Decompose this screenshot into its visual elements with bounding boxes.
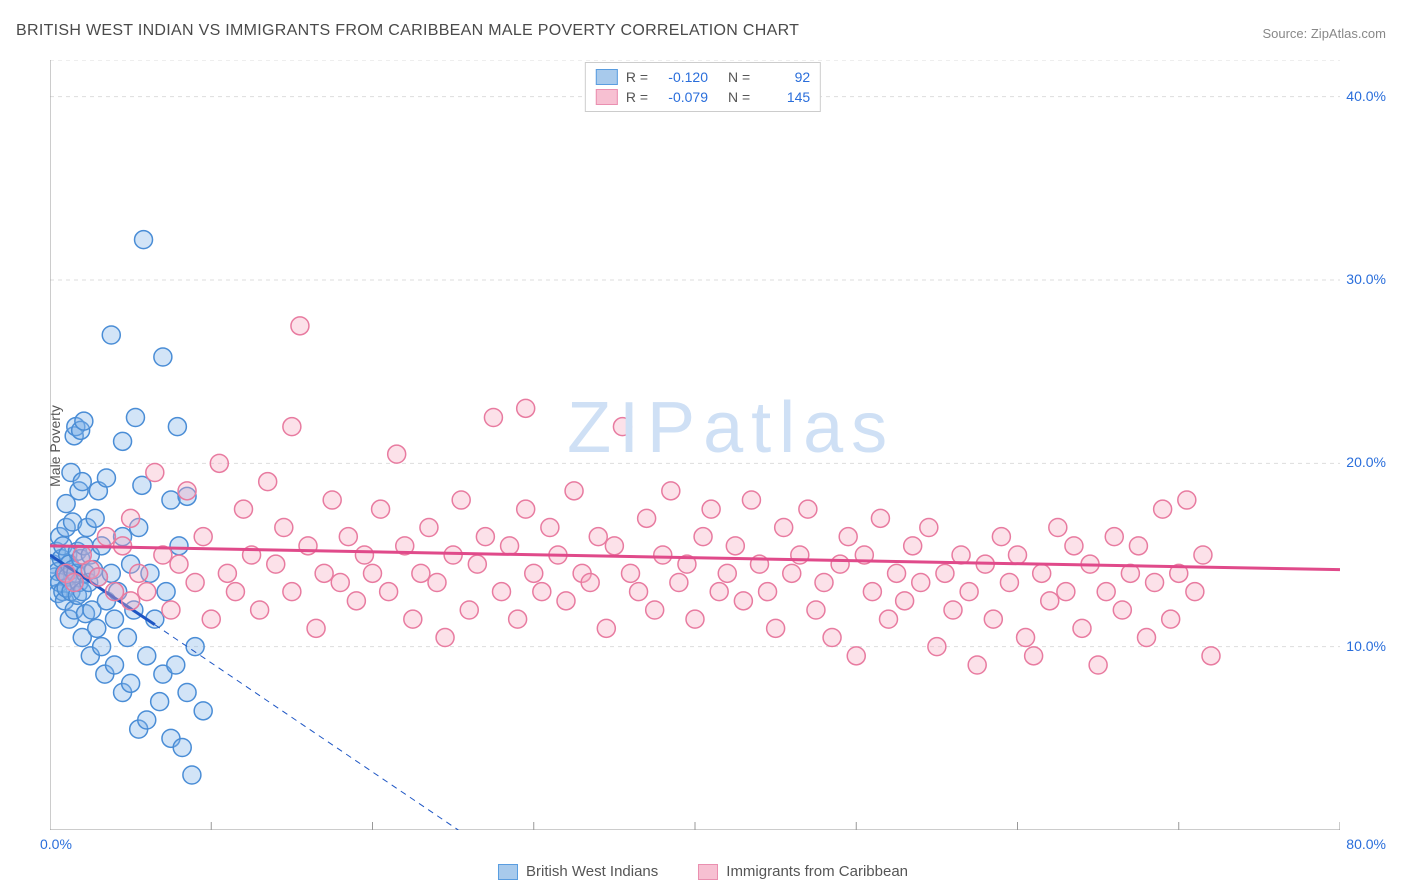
stats-n-value: 145 [758, 89, 810, 105]
chart-container: BRITISH WEST INDIAN VS IMMIGRANTS FROM C… [0, 0, 1406, 892]
chart-svg [50, 60, 1340, 830]
source-label: Source: [1262, 26, 1310, 41]
stats-n-label: N = [728, 69, 750, 85]
stats-r-label: R = [626, 89, 648, 105]
stats-n-label: N = [728, 89, 750, 105]
axis-tick-label: 30.0% [1346, 271, 1386, 287]
axis-tick-label: 20.0% [1346, 454, 1386, 470]
stats-legend: R = -0.120 N = 92 R = -0.079 N = 145 [585, 62, 821, 112]
stats-row: R = -0.120 N = 92 [596, 67, 810, 87]
stats-swatch-icon [596, 89, 618, 105]
legend-swatch-icon [698, 864, 718, 880]
chart-title: BRITISH WEST INDIAN VS IMMIGRANTS FROM C… [16, 22, 799, 40]
legend-label: British West Indians [526, 863, 658, 880]
stats-r-label: R = [626, 69, 648, 85]
legend-label: Immigrants from Caribbean [726, 863, 908, 880]
source-attribution: Source: ZipAtlas.com [1262, 26, 1386, 41]
legend-swatch-icon [498, 864, 518, 880]
axis-tick-label: 40.0% [1346, 88, 1386, 104]
axis-tick-label: 10.0% [1346, 638, 1386, 654]
axis-tick-label: 80.0% [1346, 836, 1386, 852]
legend-item: British West Indians [498, 863, 658, 880]
stats-swatch-icon [596, 69, 618, 85]
axis-tick-label: 0.0% [40, 836, 72, 852]
stats-n-value: 92 [758, 69, 810, 85]
source-name: ZipAtlas.com [1311, 26, 1386, 41]
stats-r-value: -0.079 [656, 89, 708, 105]
bottom-legend: British West Indians Immigrants from Cari… [498, 863, 908, 880]
legend-item: Immigrants from Caribbean [698, 863, 908, 880]
stats-row: R = -0.079 N = 145 [596, 87, 810, 107]
stats-r-value: -0.120 [656, 69, 708, 85]
